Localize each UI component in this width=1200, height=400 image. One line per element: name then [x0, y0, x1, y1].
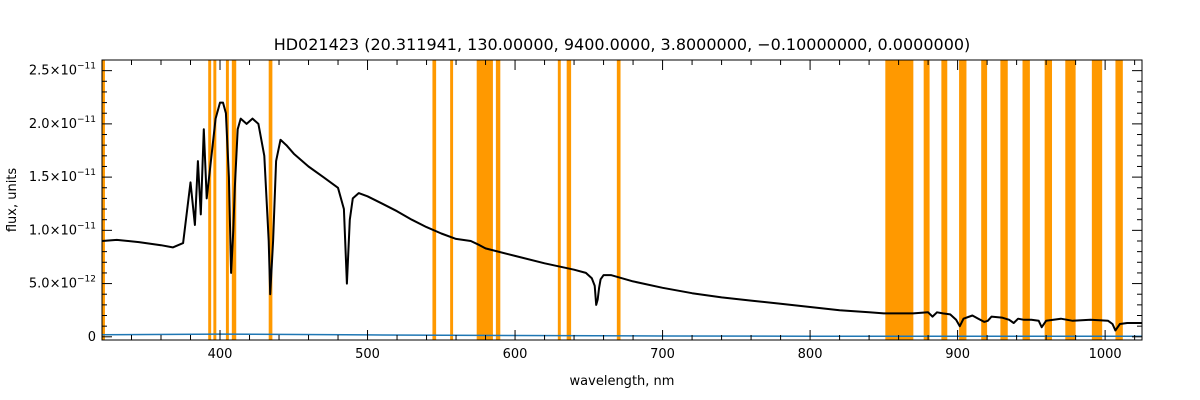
x-tick-label-2: 600 — [503, 347, 528, 362]
x-tick-label-0: 400 — [208, 347, 233, 362]
masked-region-18 — [1000, 60, 1008, 340]
x-tick-label-1: 500 — [355, 347, 380, 362]
y-tick-label-3: 1.5×10−11 — [29, 168, 96, 185]
y-tick-label-1: 5.0×10−12 — [29, 275, 96, 292]
masked-region-11 — [566, 60, 572, 340]
y-tick-label-5: 2.5×10−11 — [29, 62, 96, 79]
x-tick-label-3: 700 — [650, 347, 675, 362]
masked-region-3 — [225, 60, 229, 340]
masked-region-13 — [885, 60, 914, 340]
plot-frame-rect — [101, 59, 1143, 341]
masked-region-16 — [959, 60, 967, 340]
masked-region-5 — [268, 60, 273, 340]
y-axis-label: flux, units — [5, 168, 20, 233]
masked-region-14 — [923, 60, 930, 340]
masked-region-22 — [1091, 60, 1103, 340]
masked-region-19 — [1022, 60, 1030, 340]
y-tick-label-2: 1.0×10−11 — [29, 221, 96, 238]
masked-region-8 — [476, 60, 493, 340]
masked-region-10 — [557, 60, 561, 340]
masked-region-0 — [102, 60, 105, 340]
masked-region-20 — [1044, 60, 1053, 340]
masked-region-1 — [208, 60, 212, 340]
x-tick-label-4: 800 — [798, 347, 823, 362]
masked-region-21 — [1065, 60, 1076, 340]
series-line-flux — [101, 101, 1142, 332]
masked-region-15 — [941, 60, 948, 340]
masked-region-17 — [981, 60, 988, 340]
x-axis-label: wavelength, nm — [570, 374, 675, 389]
plot-frame — [101, 59, 1143, 341]
masked-region-7 — [450, 60, 454, 340]
y-tick-label-0: 0 — [88, 330, 96, 345]
x-tick-label-6: 1000 — [1089, 347, 1122, 362]
masked-region-6 — [432, 60, 437, 340]
chart-title: HD021423 (20.311941, 130.00000, 9400.000… — [274, 35, 971, 54]
masked-region-9 — [495, 60, 501, 340]
y-tick-label-4: 2.0×10−11 — [29, 115, 96, 132]
axis-ticks: 400 500 600 700 800 900 1000 0 5.0×10−12 1.0×10−1… — [29, 60, 1142, 362]
masked-regions — [102, 60, 1123, 340]
x-tick-label-5: 900 — [945, 347, 970, 362]
masked-region-23 — [1115, 60, 1123, 340]
masked-region-12 — [616, 60, 621, 340]
masked-region-2 — [213, 60, 217, 340]
